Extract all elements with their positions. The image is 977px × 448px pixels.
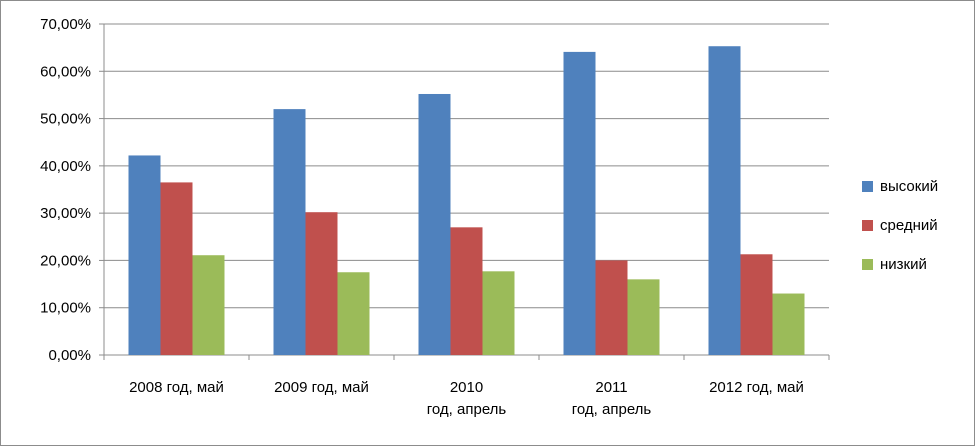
x-tick-label: 2008 год, май [129, 379, 224, 396]
x-tick-label: 2009 год, май [274, 379, 369, 396]
y-tick-label: 20,00% [40, 252, 91, 269]
legend-label-низкий: низкий [880, 256, 927, 273]
x-tick-label: год, апрель [572, 401, 652, 418]
bar-средний [595, 260, 628, 355]
legend-swatch-высокий [862, 181, 873, 192]
y-tick-label: 50,00% [40, 111, 91, 128]
bar-средний [160, 182, 193, 355]
x-tick-label: 2011 [595, 379, 627, 396]
y-tick-label: 0,00% [48, 347, 91, 364]
bar-высокий [273, 109, 306, 355]
y-tick-label: 60,00% [40, 63, 91, 80]
legend-swatch-низкий [862, 259, 873, 270]
bar-средний [740, 254, 773, 355]
bar-низкий [192, 255, 225, 355]
bar-средний [450, 227, 483, 355]
y-tick-label: 10,00% [40, 300, 91, 317]
y-tick-label: 40,00% [40, 158, 91, 175]
bar-высокий [418, 93, 451, 356]
bar-высокий [128, 155, 161, 355]
bar-низкий [482, 271, 515, 355]
bar-низкий [772, 293, 805, 355]
y-tick-label: 70,00% [40, 16, 91, 33]
legend-swatch-средний [862, 220, 873, 231]
bar-высокий [563, 51, 596, 356]
bar-высокий [708, 46, 741, 356]
x-tick-label: год, апрель [427, 401, 507, 418]
x-tick-label: 2010 [450, 379, 483, 396]
bar-низкий [337, 272, 370, 355]
x-tick-label: 2012 год, май [709, 379, 804, 396]
bar-низкий [627, 279, 660, 355]
legend-label-средний: средний [880, 217, 938, 234]
legend-label-высокий: высокий [880, 178, 938, 195]
bar-средний [305, 212, 338, 355]
y-tick-label: 30,00% [40, 205, 91, 222]
